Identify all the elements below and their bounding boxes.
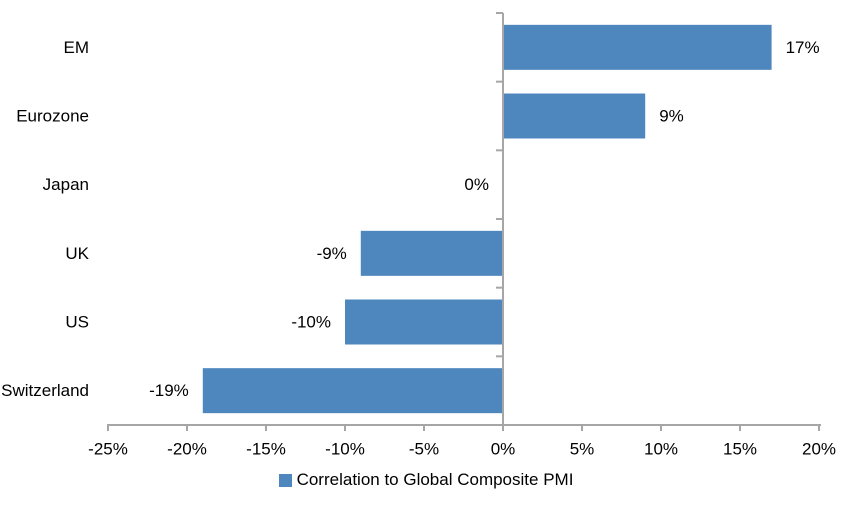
value-label-switzerland: -19% — [149, 381, 189, 400]
x-axis-tick-label: -5% — [409, 440, 439, 459]
category-label-switzerland: Switzerland — [1, 381, 89, 400]
category-label-japan: Japan — [43, 175, 89, 194]
value-label-uk: -9% — [317, 244, 347, 263]
category-label-eurozone: Eurozone — [16, 107, 89, 126]
x-axis-tick-label: -25% — [88, 440, 128, 459]
x-axis-tick-label: -20% — [167, 440, 207, 459]
bar-uk — [360, 230, 503, 276]
category-label-us: US — [65, 313, 89, 332]
legend-swatch — [278, 473, 292, 487]
x-axis-tick-label: 10% — [644, 440, 678, 459]
value-label-us: -10% — [291, 313, 331, 332]
legend-label: Correlation to Global Composite PMI — [296, 470, 574, 489]
value-label-eurozone: 9% — [659, 107, 684, 126]
x-axis-tick-label: 0% — [491, 440, 516, 459]
x-axis-tick-label: -15% — [246, 440, 286, 459]
bar-switzerland — [202, 368, 504, 414]
legend: Correlation to Global Composite PMI — [0, 470, 852, 490]
bar-us — [345, 299, 503, 345]
x-axis-tick-label: 15% — [723, 440, 757, 459]
value-label-japan: 0% — [464, 175, 489, 194]
bar-em — [503, 24, 772, 70]
value-label-em: 17% — [786, 38, 820, 57]
bar-eurozone — [503, 93, 646, 139]
x-axis-tick-label: 5% — [570, 440, 595, 459]
category-label-em: EM — [64, 38, 90, 57]
category-label-uk: UK — [65, 244, 89, 263]
x-axis-tick-label: -10% — [325, 440, 365, 459]
x-axis-tick-label: 20% — [802, 440, 836, 459]
